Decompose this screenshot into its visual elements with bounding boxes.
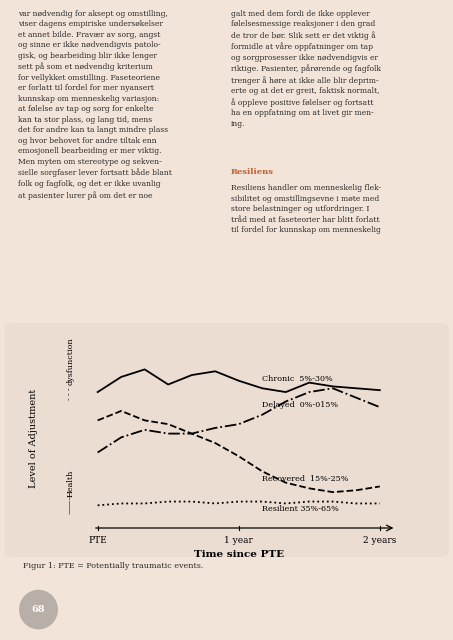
Text: 2 years: 2 years — [363, 536, 396, 545]
Text: galt med dem fordi de ikke opplever
følelsesmessige reaksjoner i den grad
de tro: galt med dem fordi de ikke opplever føle… — [231, 10, 381, 128]
Text: Time since PTE: Time since PTE — [194, 550, 284, 559]
Text: var nødvendig for aksept og omstilling,
viser dagens empiriske undersøkelser
et : var nødvendig for aksept og omstilling, … — [18, 10, 172, 200]
Text: dysfunction: dysfunction — [66, 338, 74, 385]
Text: Resiliens handler om menneskelig flek-
sibilitet og omstillingsevne i møte med
s: Resiliens handler om menneskelig flek- s… — [231, 184, 381, 234]
Text: ———: ——— — [66, 491, 74, 514]
Text: Delayed  0%-015%: Delayed 0%-015% — [262, 401, 338, 409]
Text: Figur 1: PTE = Potentially traumatic events.: Figur 1: PTE = Potentially traumatic eve… — [23, 562, 203, 570]
Text: Chronic  5%-30%: Chronic 5%-30% — [262, 374, 333, 383]
FancyBboxPatch shape — [5, 323, 448, 557]
Text: 68: 68 — [32, 605, 45, 614]
Text: Recovered  15%-25%: Recovered 15%-25% — [262, 475, 349, 483]
Text: Resiliens: Resiliens — [231, 168, 274, 176]
Text: - - -: - - - — [66, 387, 74, 400]
Circle shape — [20, 591, 57, 628]
Text: Health: Health — [66, 470, 74, 497]
Text: 1 year: 1 year — [224, 536, 253, 545]
Text: Resilient 35%-65%: Resilient 35%-65% — [262, 506, 339, 513]
Text: Level of Adjustment: Level of Adjustment — [29, 388, 39, 488]
Text: PTE: PTE — [88, 536, 107, 545]
